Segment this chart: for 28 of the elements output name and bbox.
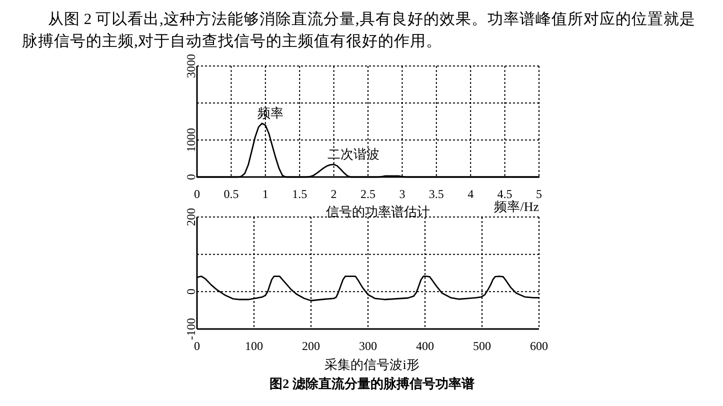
x-tick-label: 1.5 [292, 187, 308, 201]
y-tick-label: 1000 [184, 128, 198, 152]
x-axis-title: 频率/Hz [494, 199, 540, 214]
x-tick-label: 3.5 [428, 187, 444, 201]
x-tick-label: 3 [399, 187, 406, 201]
y-tick-label: 0 [184, 174, 198, 180]
x-tick-label: 2 [330, 187, 337, 201]
x-tick-label: 300 [359, 339, 377, 353]
x-tick-label: 500 [473, 339, 491, 353]
x-tick-label: 4 [468, 187, 474, 201]
caption: 图2 滤除直流分量的脉搏信号功率谱 [270, 376, 474, 391]
x-tick-label: 1 [262, 187, 268, 201]
x-tick-label: 0.5 [224, 187, 239, 201]
y-tick-label: 200 [184, 208, 198, 226]
text: 从图 2 可以看出,这种方法能够消除直流分量,具有良好的效果。功率谱峰值所对应的位置就是脉搏信号的主频,对于自动查找信号的主频值有很好的作用。 [22, 10, 696, 50]
x-tick-label: 200 [302, 339, 320, 353]
x-tick-label: 400 [416, 339, 434, 353]
x-tick-label: 100 [245, 339, 263, 353]
x-tick-label: 5 [536, 187, 542, 201]
y-tick-label: 0 [184, 288, 198, 295]
x-tick-label: 4.5 [497, 187, 512, 201]
y-tick-label: -100 [184, 318, 198, 340]
x-axis-title: 采集的信号波i形 [324, 357, 420, 372]
annotation: 二次谐波 [327, 146, 380, 162]
y-tick-label: 3000 [184, 54, 198, 78]
x-tick-label: 600 [530, 339, 548, 353]
annotation: 频率 [258, 105, 284, 120]
x-tick-label: 2.5 [360, 187, 376, 201]
